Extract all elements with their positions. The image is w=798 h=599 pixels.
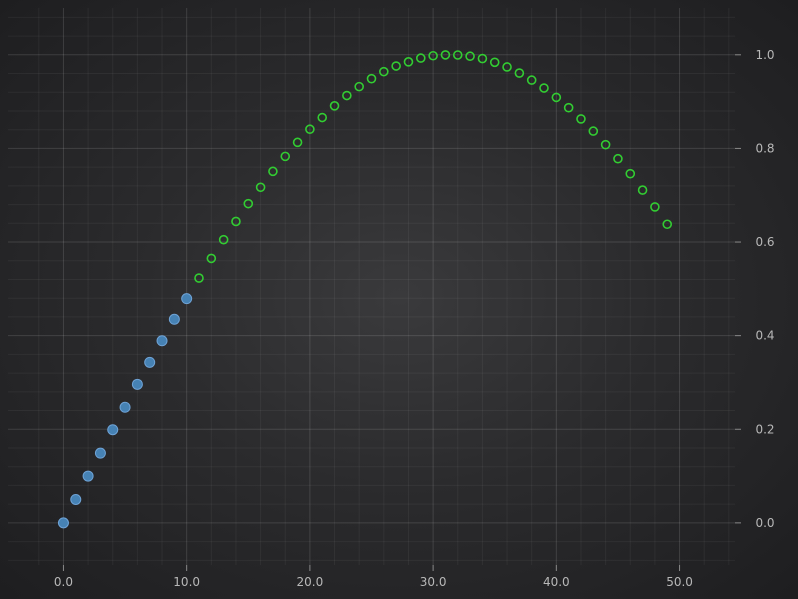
y-tick-label: 0.6 bbox=[755, 235, 774, 249]
data-point bbox=[465, 51, 475, 62]
data-point bbox=[194, 273, 204, 283]
data-point bbox=[551, 92, 562, 103]
data-point bbox=[415, 53, 426, 63]
data-point bbox=[539, 83, 549, 93]
data-point bbox=[107, 424, 119, 436]
data-point bbox=[489, 57, 500, 68]
x-axis-ticks: 0.0 10.0 20.0 30.0 40.0 50.0 bbox=[54, 565, 693, 589]
data-point bbox=[243, 198, 254, 209]
data-point bbox=[502, 62, 512, 72]
data-point bbox=[452, 50, 463, 60]
data-point bbox=[625, 168, 636, 179]
data-point bbox=[514, 68, 525, 78]
data-point bbox=[403, 57, 414, 67]
data-point bbox=[600, 139, 611, 150]
y-tick-label: 0.0 bbox=[755, 516, 774, 530]
data-point bbox=[637, 185, 648, 195]
data-point bbox=[613, 153, 623, 164]
data-point bbox=[57, 517, 69, 529]
y-tick-label: 0.4 bbox=[755, 329, 774, 343]
data-point bbox=[329, 101, 340, 111]
data-point bbox=[144, 356, 156, 368]
data-point bbox=[428, 50, 438, 61]
data-point bbox=[342, 90, 352, 101]
data-point bbox=[391, 61, 401, 71]
data-point bbox=[588, 126, 599, 136]
data-point bbox=[526, 75, 537, 85]
data-point bbox=[477, 53, 488, 64]
data-point bbox=[218, 234, 229, 245]
y-tick-label: 0.8 bbox=[755, 141, 774, 155]
data-point bbox=[440, 50, 451, 60]
minor-gridlines bbox=[8, 8, 735, 565]
data-point bbox=[379, 66, 389, 77]
data-point bbox=[82, 470, 94, 482]
data-point bbox=[268, 166, 278, 177]
data-point bbox=[70, 493, 82, 505]
data-point bbox=[231, 216, 241, 227]
data-point bbox=[255, 182, 266, 193]
data-point bbox=[576, 114, 586, 124]
x-tick-label: 0.0 bbox=[54, 575, 73, 589]
x-tick-label: 10.0 bbox=[173, 575, 200, 589]
data-point bbox=[280, 151, 291, 162]
x-tick-label: 50.0 bbox=[666, 575, 693, 589]
y-tick-label: 0.2 bbox=[755, 422, 774, 436]
x-tick-label: 30.0 bbox=[420, 575, 447, 589]
data-point bbox=[168, 313, 180, 325]
y-axis-ticks: 0.0 0.2 0.4 0.6 0.8 1.0 bbox=[735, 48, 775, 530]
data-point bbox=[131, 378, 143, 390]
y-tick-label: 1.0 bbox=[755, 48, 774, 62]
data-point bbox=[156, 335, 168, 347]
data-point bbox=[292, 137, 303, 148]
data-point bbox=[305, 124, 315, 135]
data-point bbox=[563, 102, 574, 113]
data-point bbox=[94, 447, 106, 459]
data-point bbox=[662, 219, 673, 230]
data-point bbox=[317, 112, 328, 123]
data-point bbox=[366, 73, 377, 84]
major-gridlines bbox=[8, 8, 735, 565]
data-point bbox=[119, 401, 131, 413]
data-point bbox=[650, 202, 660, 212]
x-tick-label: 20.0 bbox=[297, 575, 324, 589]
data-point bbox=[181, 293, 193, 305]
x-tick-label: 40.0 bbox=[543, 575, 570, 589]
data-points bbox=[57, 50, 673, 529]
data-point bbox=[206, 253, 217, 264]
data-point bbox=[354, 81, 364, 92]
